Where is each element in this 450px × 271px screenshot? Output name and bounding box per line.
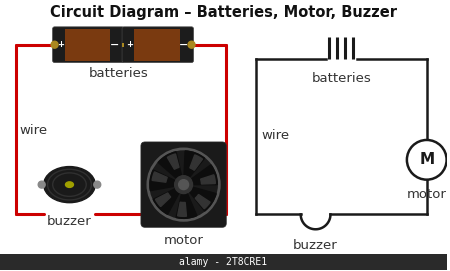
Circle shape xyxy=(407,140,446,180)
Wedge shape xyxy=(190,165,217,185)
Text: motor: motor xyxy=(407,188,447,201)
Circle shape xyxy=(51,41,58,48)
Wedge shape xyxy=(195,195,210,209)
Ellipse shape xyxy=(66,182,73,188)
FancyBboxPatch shape xyxy=(53,27,124,63)
Circle shape xyxy=(38,181,45,188)
Wedge shape xyxy=(190,155,203,170)
Wedge shape xyxy=(178,202,186,216)
Bar xyxy=(134,29,180,61)
Circle shape xyxy=(179,180,189,190)
Text: −: − xyxy=(179,40,188,50)
Text: +: + xyxy=(57,40,64,49)
Text: Circuit Diagram – Batteries, Motor, Buzzer: Circuit Diagram – Batteries, Motor, Buzz… xyxy=(50,5,397,20)
Text: batteries: batteries xyxy=(311,72,371,85)
Wedge shape xyxy=(158,152,182,179)
Text: M: M xyxy=(419,152,434,167)
Circle shape xyxy=(94,181,101,188)
Text: wire: wire xyxy=(261,130,289,143)
Wedge shape xyxy=(153,188,180,214)
Text: +: + xyxy=(126,40,134,49)
Wedge shape xyxy=(156,193,171,207)
Text: motor: motor xyxy=(164,234,203,247)
Text: alamy - 2T8CRE1: alamy - 2T8CRE1 xyxy=(179,257,267,267)
Wedge shape xyxy=(201,175,216,184)
Text: −: − xyxy=(109,40,119,50)
Wedge shape xyxy=(150,170,176,191)
Bar xyxy=(64,29,110,61)
Wedge shape xyxy=(189,187,216,211)
FancyBboxPatch shape xyxy=(141,142,226,227)
Text: buzzer: buzzer xyxy=(293,239,338,252)
FancyBboxPatch shape xyxy=(122,27,194,63)
Wedge shape xyxy=(152,172,167,182)
Wedge shape xyxy=(184,151,205,178)
Wedge shape xyxy=(167,154,179,169)
Bar xyxy=(122,43,124,47)
Circle shape xyxy=(188,41,195,48)
Bar xyxy=(0,254,446,270)
Text: wire: wire xyxy=(20,124,48,137)
Circle shape xyxy=(175,176,193,193)
Text: batteries: batteries xyxy=(89,66,149,79)
Wedge shape xyxy=(176,192,197,218)
Text: buzzer: buzzer xyxy=(47,215,92,228)
Ellipse shape xyxy=(44,167,95,203)
